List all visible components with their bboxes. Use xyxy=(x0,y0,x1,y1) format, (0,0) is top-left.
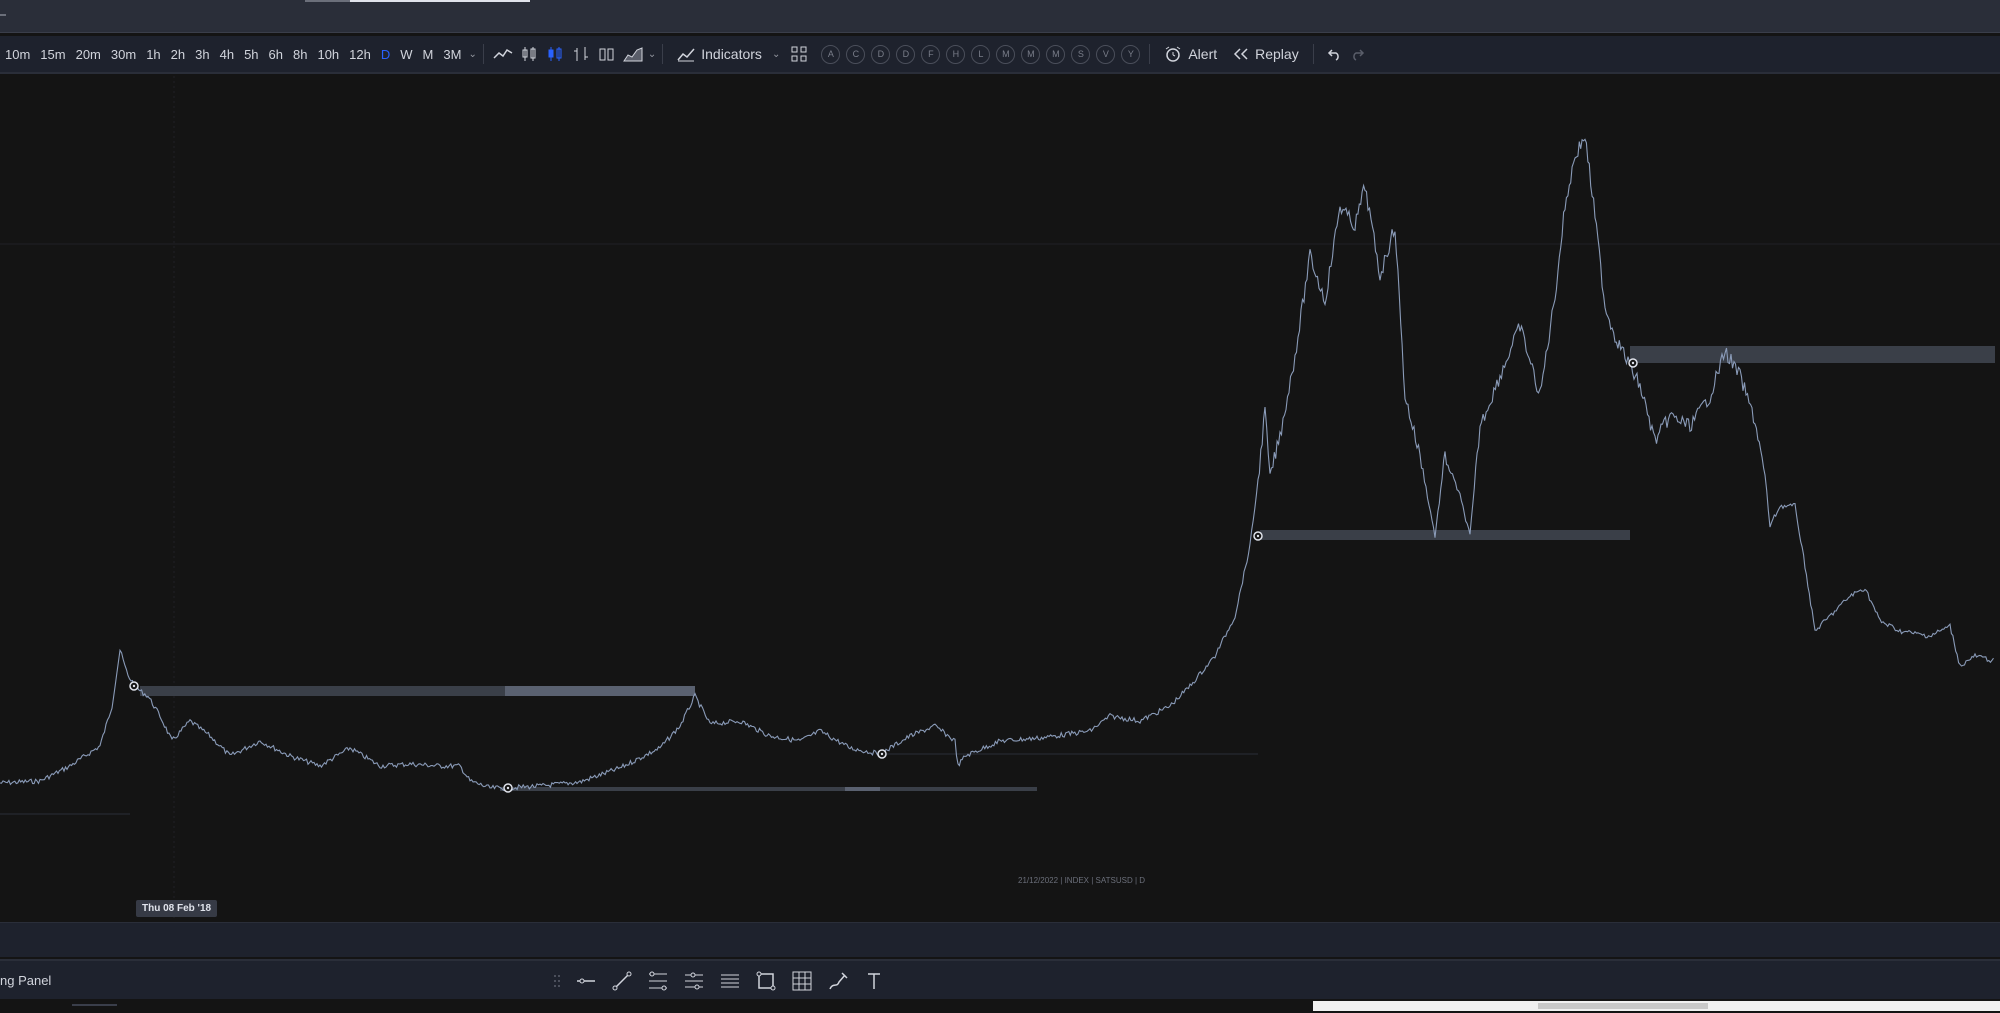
undo-icon[interactable] xyxy=(1320,41,1346,67)
timeframe-m[interactable]: M xyxy=(422,46,434,62)
template-button-s[interactable]: S xyxy=(1071,44,1091,64)
anchor-point-dot xyxy=(132,684,136,688)
replay-label: Replay xyxy=(1255,46,1299,62)
timeframe-2h[interactable]: 2h xyxy=(170,46,186,62)
toolbar-divider xyxy=(482,44,484,64)
timeframe-10h[interactable]: 10h xyxy=(317,46,340,62)
chart-toolbar: 10m 15m 20m 30m 1h 2h 3h 4h 5h 6h 8h 10h 12h D W M 3M ⌄ … xyxy=(0,36,2000,74)
rectangle-icon[interactable] xyxy=(750,965,782,997)
template-button-m[interactable]: M xyxy=(1021,44,1041,64)
scroll-marker xyxy=(72,1004,117,1006)
indicators-label: Indicators xyxy=(701,46,762,62)
template-button-l[interactable]: L xyxy=(971,44,991,64)
timeframe-30m[interactable]: 30m xyxy=(110,46,137,62)
timeframe-12h[interactable]: 12h xyxy=(349,46,371,62)
timeframe-1h[interactable]: 1h xyxy=(146,46,161,62)
drawing-panel-label: ng Panel xyxy=(0,973,52,988)
chart-watermark: 21/12/2022 | INDEX | SATSUSD | D xyxy=(1018,876,1146,885)
timeframe-3m[interactable]: 3M xyxy=(443,46,462,62)
demand-zone xyxy=(500,787,1037,791)
price-chart[interactable] xyxy=(0,76,2000,921)
timeframe-20m[interactable]: 20m xyxy=(75,46,101,62)
timeframe-15m[interactable]: 15m xyxy=(40,46,66,62)
hollow-candles-icon[interactable] xyxy=(542,41,568,67)
toolbar-divider xyxy=(1312,44,1314,64)
template-button-f[interactable]: F xyxy=(921,44,941,64)
timeframe-list: 10m 15m 20m 30m 1h 2h 3h 4h 5h 6h 8h 10h 12h D W M 3M xyxy=(0,47,466,62)
tab-indicator-active[interactable] xyxy=(350,0,530,2)
timeframe-4h[interactable]: 4h xyxy=(219,46,235,62)
fib-extension-icon[interactable] xyxy=(678,965,710,997)
trend-line-icon[interactable] xyxy=(606,965,638,997)
scrollbar-thumb[interactable] xyxy=(1538,1003,1708,1009)
timeframe-3h[interactable]: 3h xyxy=(195,46,210,62)
horizontal-line-icon[interactable] xyxy=(570,965,602,997)
anchor-point-dot xyxy=(1631,361,1635,365)
supply-zone xyxy=(1630,346,1995,363)
indicators-icon xyxy=(677,48,695,62)
timeframe-10m[interactable]: 10m xyxy=(5,46,31,62)
line-chart-icon[interactable] xyxy=(490,41,516,67)
tab-indicator-secondary xyxy=(305,0,350,2)
bars-icon[interactable] xyxy=(568,41,594,67)
template-button-c[interactable]: C xyxy=(846,44,866,64)
redo-icon[interactable] xyxy=(1346,41,1372,67)
indicators-dropdown-icon[interactable]: ⌄ xyxy=(771,48,781,60)
demand-zone-highlight xyxy=(845,787,880,791)
area-chart-icon[interactable] xyxy=(620,41,646,67)
anchor-point-dot xyxy=(506,786,510,790)
timeframe-8h[interactable]: 8h xyxy=(293,46,308,62)
fib-retracement-icon[interactable] xyxy=(642,965,674,997)
timeframe-d[interactable]: D xyxy=(380,46,391,62)
rewind-icon xyxy=(1234,48,1248,60)
timeframe-dropdown-icon[interactable]: ⌄ xyxy=(468,48,477,60)
alert-button[interactable]: Alert xyxy=(1156,45,1225,63)
brush-icon[interactable] xyxy=(822,965,854,997)
indicators-button[interactable]: Indicators xyxy=(669,46,770,62)
demand-zone xyxy=(1260,530,1630,540)
crosshair-date-label: Thu 08 Feb '18 xyxy=(136,900,218,917)
anchor-point-dot xyxy=(1256,534,1260,538)
menu-stub xyxy=(0,14,6,16)
parallel-channel-icon[interactable] xyxy=(714,965,746,997)
supply-zone xyxy=(140,686,695,696)
window-top-bar xyxy=(0,0,2000,33)
template-button-h[interactable]: H xyxy=(946,44,966,64)
horizontal-scrollbar[interactable] xyxy=(0,999,2000,1013)
timeframe-6h[interactable]: 6h xyxy=(268,46,283,62)
replay-button[interactable]: Replay xyxy=(1225,46,1307,62)
template-button-m[interactable]: M xyxy=(1046,44,1066,64)
timeframe-w[interactable]: W xyxy=(400,46,413,62)
drag-handle-icon[interactable] xyxy=(548,965,566,997)
supply-zone-highlight xyxy=(505,686,695,696)
column-icon[interactable] xyxy=(594,41,620,67)
bottom-panel-bar xyxy=(0,922,2000,957)
template-button-v[interactable]: V xyxy=(1096,44,1116,64)
text-icon[interactable] xyxy=(858,965,890,997)
timeframe-5h[interactable]: 5h xyxy=(244,46,259,62)
chart-type-dropdown-icon[interactable]: ⌄ xyxy=(647,48,657,60)
candles-icon[interactable] xyxy=(516,41,542,67)
template-button-y[interactable]: Y xyxy=(1121,44,1141,64)
toolbar-divider xyxy=(662,44,664,64)
drawing-tools xyxy=(548,965,890,997)
grid-icon[interactable] xyxy=(786,965,818,997)
layout-grid-icon[interactable] xyxy=(786,41,812,67)
anchor-point-dot xyxy=(880,752,884,756)
chart-canvas[interactable] xyxy=(0,76,2000,921)
template-button-d[interactable]: D xyxy=(896,44,916,64)
template-button-a[interactable]: A xyxy=(821,44,841,64)
alarm-clock-icon xyxy=(1166,46,1181,62)
alert-label: Alert xyxy=(1188,46,1218,62)
price-line xyxy=(0,138,1994,791)
drawing-panel: ng Panel xyxy=(0,959,2000,999)
template-button-d[interactable]: D xyxy=(871,44,891,64)
toolbar-divider xyxy=(1149,44,1151,64)
template-button-m[interactable]: M xyxy=(996,44,1016,64)
